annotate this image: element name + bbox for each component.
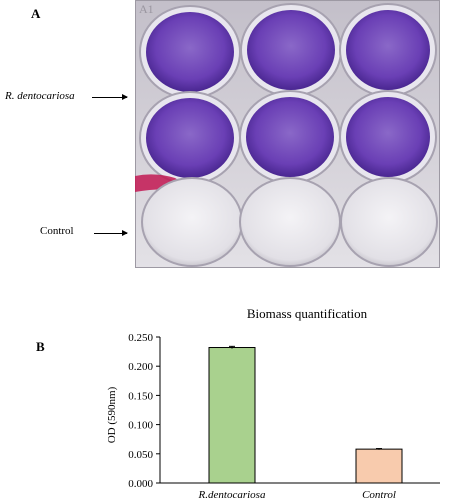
x-category-label: Control [362, 489, 396, 501]
well-row-3 [141, 177, 438, 267]
sample-arrow-icon [92, 94, 128, 100]
y-tick-label: 0.200 [128, 361, 153, 373]
sample-row-label: R. dentocariosa [5, 90, 75, 102]
y-tick-label: 0.100 [128, 420, 153, 432]
y-tick-label: 0.250 [128, 332, 153, 344]
control-row-label: Control [40, 225, 74, 237]
y-tick-label: 0.150 [128, 390, 153, 402]
y-axis-label: OD (590nm) [106, 386, 118, 443]
well-row-1 [139, 3, 437, 99]
chart-title: Biomass quantification [247, 306, 368, 321]
biomass-bar-chart: Biomass quantification OD (590nm) 0.0000… [106, 306, 440, 501]
x-axis-labels: R.dentocariosa Control [198, 489, 396, 501]
control-arrow-icon [94, 230, 128, 236]
bars [208, 345, 403, 484]
panel-a-label: A [31, 6, 41, 21]
y-tick-label: 0.050 [128, 449, 153, 461]
x-category-label: R.dentocariosa [198, 489, 266, 501]
bar-sample [208, 347, 256, 484]
well-plate-photo: A1 2 3 [135, 0, 440, 268]
y-axis: 0.000 0.050 0.100 0.150 0.200 0.250 [128, 332, 440, 490]
well-row-2 [139, 90, 437, 185]
plate-marking-a1: A1 [139, 2, 154, 16]
y-tick-label: 0.000 [128, 478, 153, 490]
bar-control [355, 448, 403, 484]
panel-b-label: B [36, 339, 45, 354]
